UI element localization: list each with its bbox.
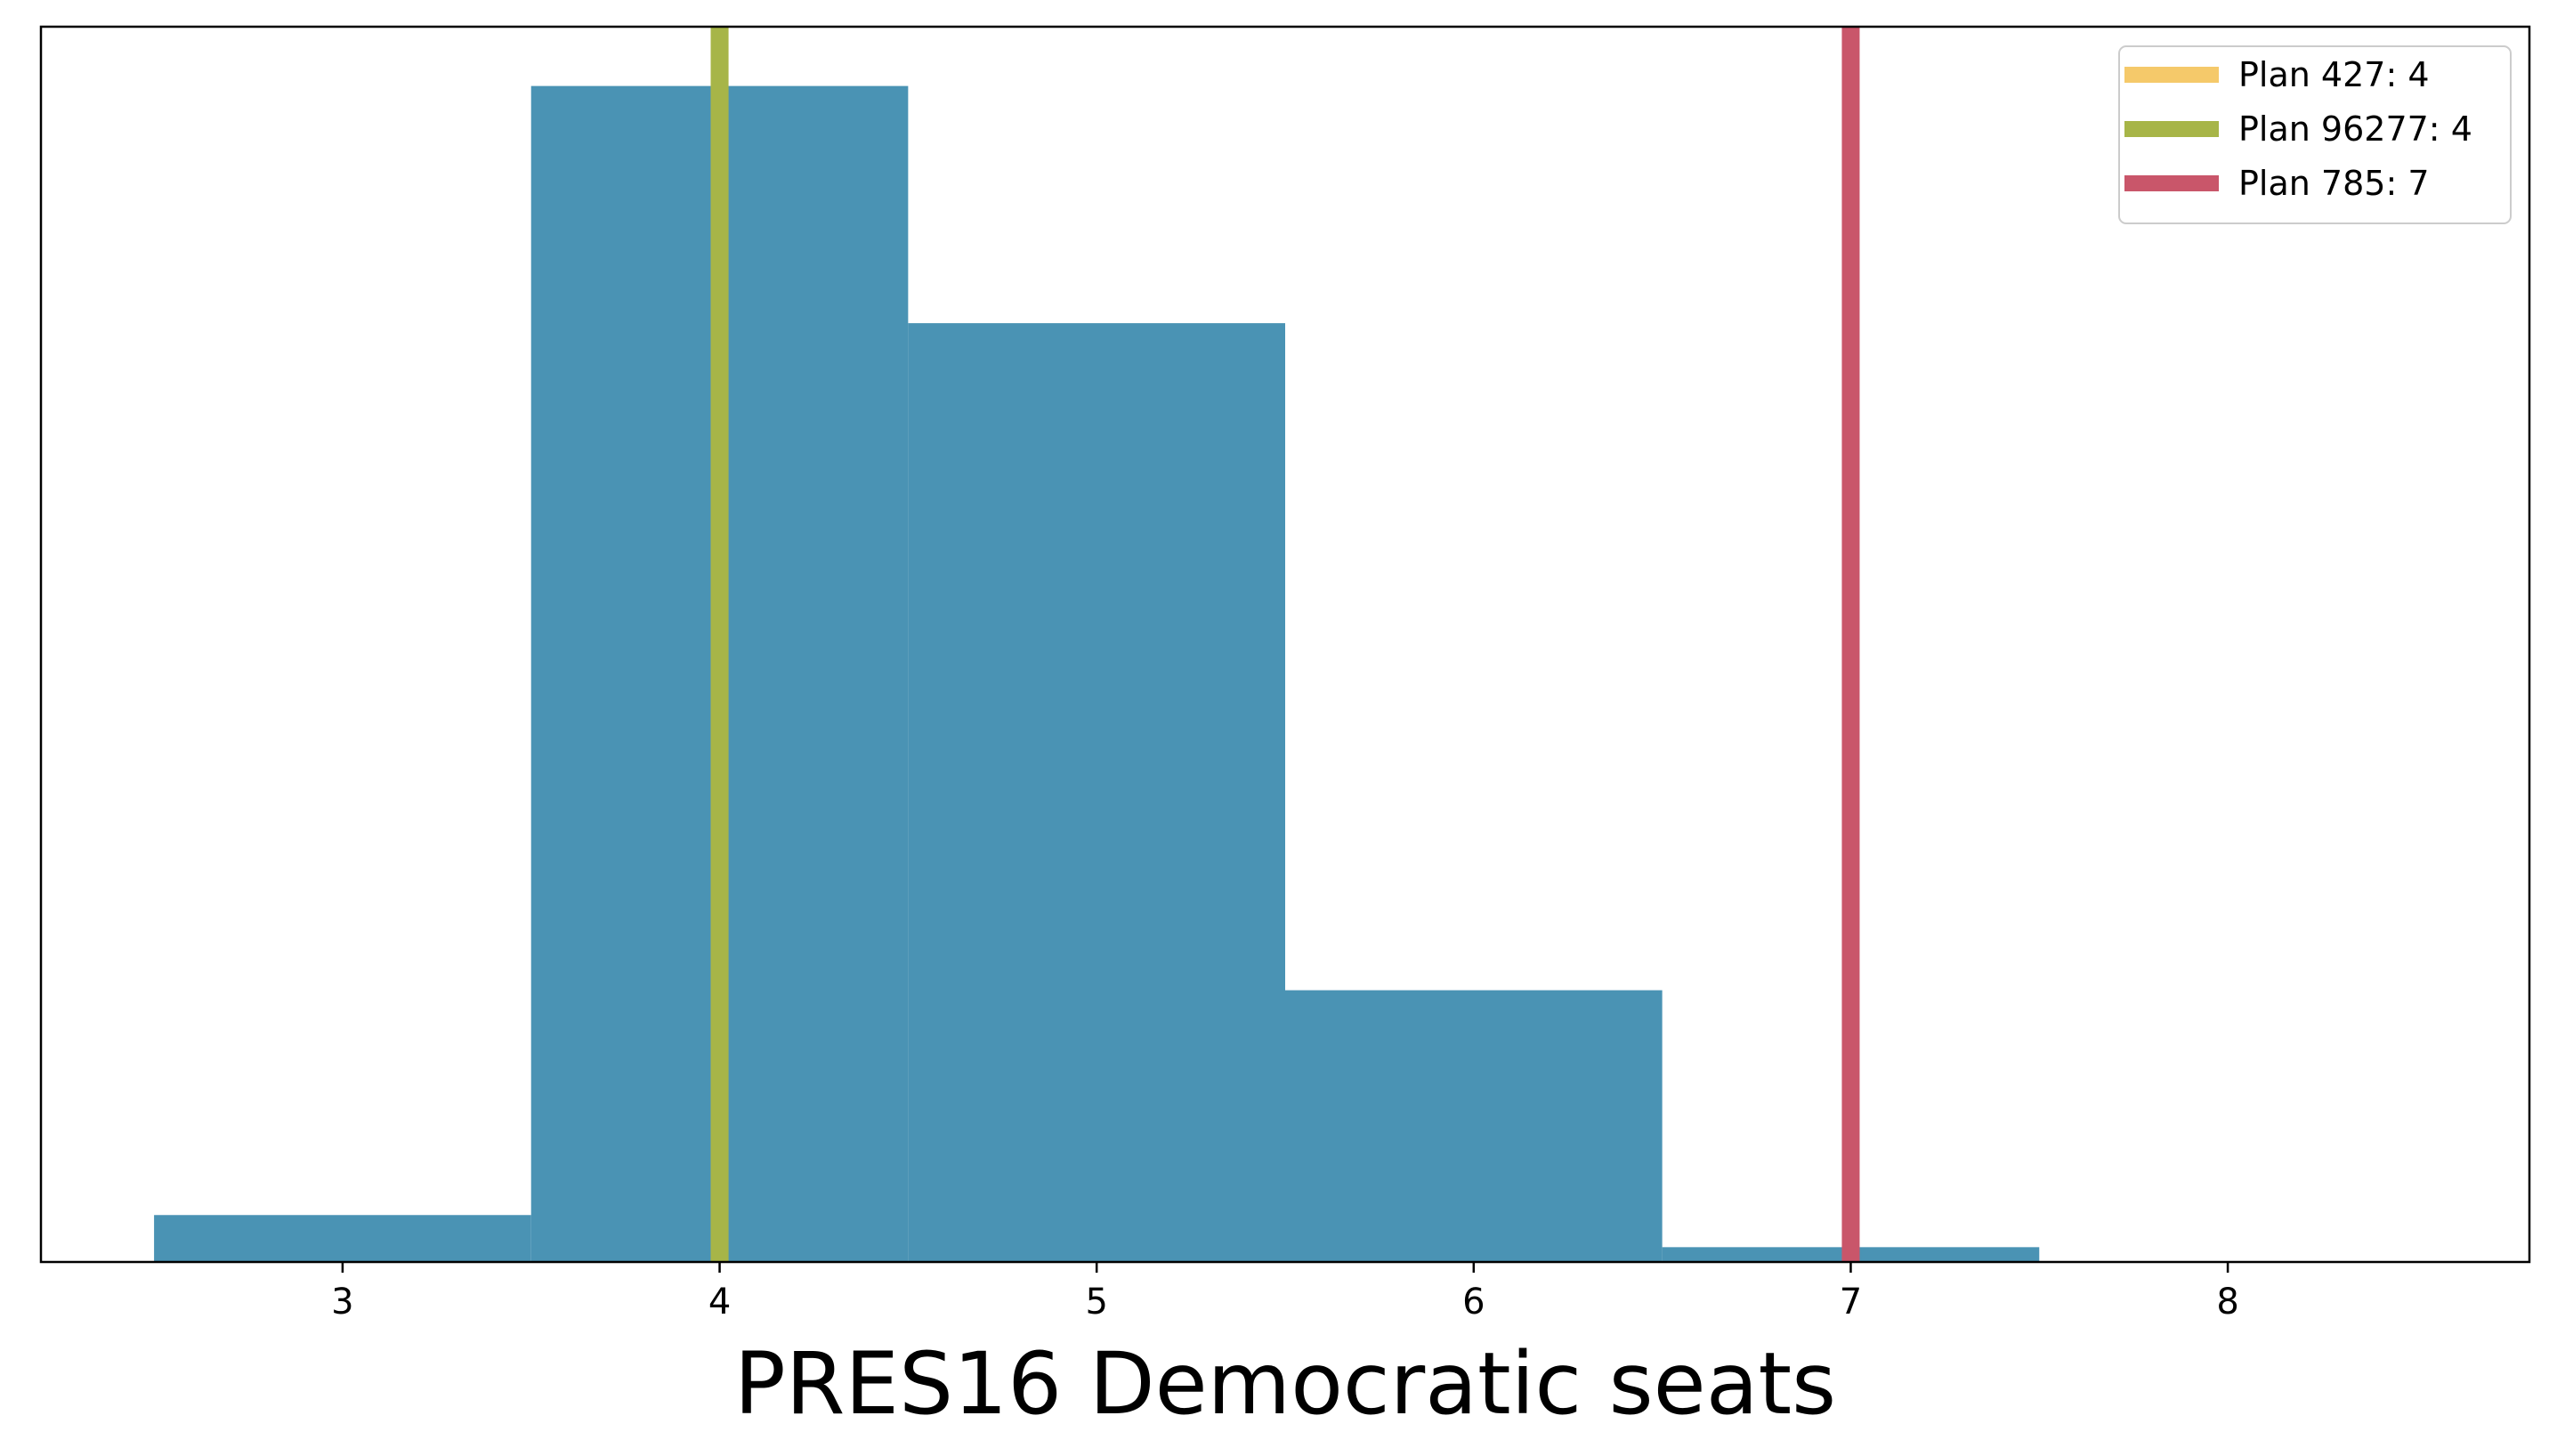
histogram-bars [154, 85, 2040, 1262]
x-tick-label: 4 [708, 1282, 731, 1323]
x-tick-label: 5 [1085, 1282, 1107, 1323]
x-tick-label: 7 [1840, 1282, 1862, 1323]
histogram-bar [908, 323, 1285, 1262]
x-tick-label: 3 [331, 1282, 353, 1323]
x-axis-label: PRES16 Democratic seats [734, 1334, 1836, 1434]
x-tick-label: 8 [2216, 1282, 2238, 1323]
legend-entry-label: Plan 427: 4 [2238, 55, 2430, 94]
histogram-bar [1285, 990, 1663, 1262]
histogram-bar [154, 1215, 531, 1262]
legend: Plan 427: 4 Plan 96277: 4 Plan 785: 7 [2118, 45, 2512, 224]
axes-frame [39, 25, 2531, 1264]
plan-vertical-lines [710, 27, 1860, 1262]
x-tick-label: 6 [1462, 1282, 1485, 1323]
legend-entry-label: Plan 785: 7 [2238, 164, 2430, 203]
x-axis-ticks: 3 4 5 6 7 8 [331, 1262, 2239, 1323]
legend-entry-label: Plan 96277: 4 [2238, 109, 2472, 149]
